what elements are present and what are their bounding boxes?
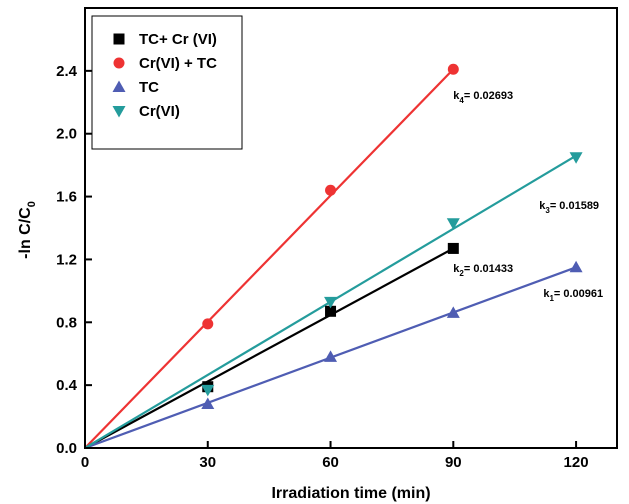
data-point-tc-cr-vi [447,242,459,254]
legend-marker-tc-cr-vi [113,33,125,45]
data-point-tc [201,397,215,409]
y-tick-label: 0.0 [56,440,77,457]
rate-label-symbol: k [453,263,460,275]
data-markers [201,63,583,409]
rate-label-subscript: 3 [545,206,550,215]
rate-label-value: = 0.01433 [464,263,513,275]
rate-label-value: = 0.02693 [464,90,513,102]
x-tick-label: 90 [445,454,462,471]
rate-label-subscript: 2 [459,269,464,278]
fit-line-tc-cr-vi [84,247,454,449]
legend-marker-cr-vi-tc [113,57,125,69]
rate-label-subscript: 4 [459,96,464,105]
data-point-cr-vi-tc [325,184,337,196]
data-point-cr-vi-tc [202,318,214,330]
y-tick-label: 2.4 [56,63,78,80]
x-tick-label: 120 [564,454,589,471]
rate-label-value: = 0.00961 [554,288,603,300]
y-tick-label: 1.2 [56,251,77,268]
data-point-tc-cr-vi [325,305,337,317]
rate-label-tc-cr-vi: k2= 0.01433 [453,263,513,278]
rate-label-symbol: k [453,90,460,102]
x-axis-title: Irradiation time (min) [271,485,430,502]
rate-label-value: = 0.01589 [550,200,599,212]
axis-ticks: 0 30 60 90 120 0.0 0.4 0.8 1.2 1.6 2.0 2.4 [56,63,588,471]
legend-marker-cr-vi [112,106,126,118]
rate-label-cr-vi-tc: k4= 0.02693 [453,90,513,105]
x-tick-label: 60 [322,454,339,471]
legend-label-cr-vi: Cr(VI) [139,103,180,120]
data-point-cr-vi-tc [447,63,459,75]
fit-line-cr-vi-tc [84,68,455,449]
legend-label-cr-vi-tc: Cr(VI) + TC [139,55,217,72]
y-tick-label: 0.8 [56,314,77,331]
rate-label-symbol: k [539,200,546,212]
rate-label-symbol: k [543,288,550,300]
data-point-cr-vi [324,296,338,309]
data-point-tc [324,350,338,362]
data-point-tc [446,306,460,318]
plot-frame [84,7,618,449]
data-point-cr-vi [569,152,583,164]
y-axis-title: -ln C/C0 [17,201,38,259]
y-tick-label: 1.6 [56,189,77,206]
rate-label-tc: k1= 0.00961 [543,288,603,303]
y-axis-title-main: -ln C/C [17,207,34,259]
x-tick-label: 0 [81,454,89,471]
y-axis-title-subscript: 0 [26,201,38,207]
data-point-tc [569,260,583,273]
rate-label-subscript: 1 [549,294,554,303]
data-point-cr-vi [201,384,215,397]
legend-label-tc: TC [139,79,159,96]
rate-label-cr-vi: k3= 0.01589 [539,200,599,215]
legend: TC+ Cr (VI) Cr(VI) + TC TC Cr(VI) [112,31,217,120]
legend-label-tc-cr-vi: TC+ Cr (VI) [139,31,217,48]
y-tick-label: 0.4 [56,377,78,394]
data-point-cr-vi [446,218,460,230]
x-tick-label: 30 [199,454,216,471]
y-tick-label: 2.0 [56,126,77,143]
legend-marker-tc [112,80,126,92]
